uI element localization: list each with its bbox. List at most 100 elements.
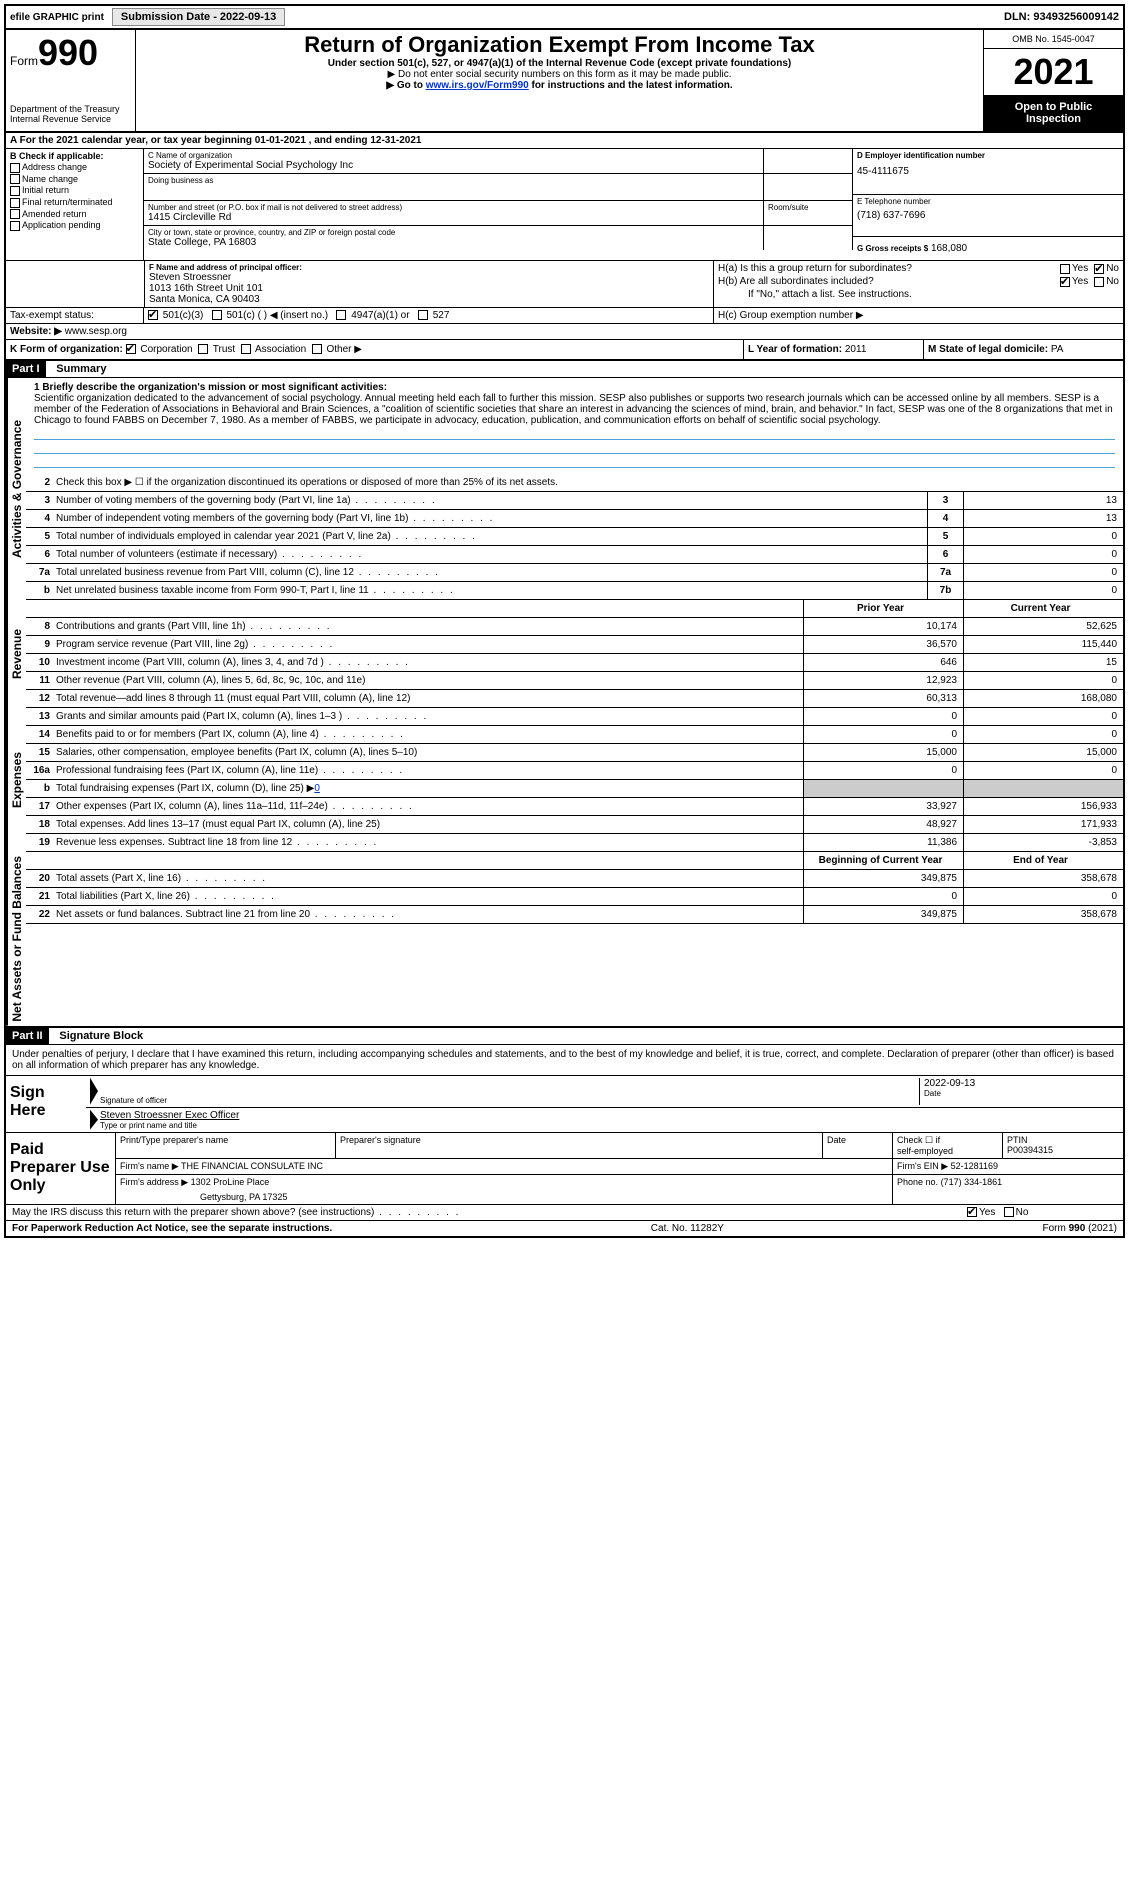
chk-4947[interactable] <box>336 310 346 320</box>
phone-value: (718) 637-7696 <box>857 210 1119 221</box>
line13-prior: 0 <box>803 708 963 725</box>
form-number: 990 <box>38 32 98 73</box>
ein-value: 45-4111675 <box>857 166 1119 177</box>
chk-527[interactable] <box>418 310 428 320</box>
column-c-center: C Name of organization Society of Experi… <box>144 149 853 260</box>
officer-name: Steven Stroessner <box>149 272 709 283</box>
chk-application-pending[interactable]: Application pending <box>10 220 139 231</box>
chk-501c3[interactable] <box>148 310 158 320</box>
hb-no-checkbox[interactable] <box>1094 277 1104 287</box>
paid-preparer-label: Paid Preparer Use Only <box>6 1133 116 1204</box>
line19-current: -3,853 <box>963 834 1123 851</box>
line16b-shade1 <box>803 780 963 797</box>
line16b-link[interactable]: 0 <box>314 783 320 794</box>
form-header: Form990 Department of the Treasury Inter… <box>6 30 1123 133</box>
submission-date-button[interactable]: Submission Date - 2022-09-13 <box>112 8 285 26</box>
line4-value: 13 <box>963 510 1123 527</box>
blueline <box>34 456 1115 468</box>
firm-phone: (717) 334-1861 <box>941 1177 1003 1187</box>
header-left: Form990 Department of the Treasury Inter… <box>6 30 136 131</box>
l-block: L Year of formation: 2011 <box>743 340 923 359</box>
chk-name-change[interactable]: Name change <box>10 174 139 185</box>
footer-left: For Paperwork Reduction Act Notice, see … <box>12 1223 332 1234</box>
c-street-block: Number and street (or P.O. box if mail i… <box>144 201 763 225</box>
chk-corporation[interactable] <box>126 344 136 354</box>
chk-initial-return[interactable]: Initial return <box>10 185 139 196</box>
line22-boy: 349,875 <box>803 906 963 923</box>
officer-addr1: 1013 16th Street Unit 101 <box>149 283 709 294</box>
line18-current: 171,933 <box>963 816 1123 833</box>
sidelabel-expenses: Expenses <box>6 708 26 852</box>
discuss-row: May the IRS discuss this return with the… <box>6 1205 1123 1221</box>
column-b: B Check if applicable: Address change Na… <box>6 149 144 260</box>
line7a-value: 0 <box>963 564 1123 581</box>
blueline <box>34 442 1115 454</box>
net-assets-section: Net Assets or Fund Balances Beginning of… <box>6 852 1123 1027</box>
subtitle-2: ▶ Do not enter social security numbers o… <box>140 69 979 80</box>
mission-text: Scientific organization dedicated to the… <box>34 393 1115 426</box>
line10-current: 15 <box>963 654 1123 671</box>
arrow-icon <box>90 1078 98 1105</box>
discuss-no-checkbox[interactable] <box>1004 1207 1014 1217</box>
open-inspection-badge: Open to Public Inspection <box>984 95 1123 131</box>
ha-yes-checkbox[interactable] <box>1060 264 1070 274</box>
hb-yes-checkbox[interactable] <box>1060 277 1070 287</box>
line16b-shade2 <box>963 780 1123 797</box>
line17-prior: 33,927 <box>803 798 963 815</box>
line-i: Tax-exempt status: 501(c)(3) 501(c) ( ) … <box>6 308 1123 324</box>
c-dba-block: Doing business as <box>144 174 763 200</box>
c-name-block: C Name of organization Society of Experi… <box>144 149 763 173</box>
chk-final-return[interactable]: Final return/terminated <box>10 197 139 208</box>
chk-trust[interactable] <box>198 344 208 354</box>
firm-addr2: Gettysburg, PA 17325 <box>120 1192 888 1202</box>
line11-current: 0 <box>963 672 1123 689</box>
line9-prior: 36,570 <box>803 636 963 653</box>
efile-label: efile GRAPHIC print <box>10 12 104 23</box>
line17-current: 156,933 <box>963 798 1123 815</box>
line18-prior: 48,927 <box>803 816 963 833</box>
line3-value: 13 <box>963 492 1123 509</box>
footer-form: Form 990 (2021) <box>1043 1223 1118 1234</box>
line22-eoy: 358,678 <box>963 906 1123 923</box>
ha-no-checkbox[interactable] <box>1094 264 1104 274</box>
g-block: G Gross receipts $ 168,080 <box>853 237 1123 260</box>
expenses-section: Expenses 13Grants and similar amounts pa… <box>6 708 1123 852</box>
sign-here-label: Sign Here <box>6 1076 86 1132</box>
chk-501c[interactable] <box>212 310 222 320</box>
irs-form990-link[interactable]: www.irs.gov/Form990 <box>426 80 529 91</box>
discuss-yes-checkbox[interactable] <box>967 1207 977 1217</box>
sidelabel-governance: Activities & Governance <box>6 378 26 600</box>
line14-prior: 0 <box>803 726 963 743</box>
b-label: B Check if applicable: <box>10 151 139 161</box>
city-value: State College, PA 16803 <box>148 237 759 248</box>
subtitle-3: ▶ Go to www.irs.gov/Form990 for instruct… <box>140 80 979 91</box>
arrow-icon <box>90 1110 98 1130</box>
blueline <box>34 428 1115 440</box>
line12-prior: 60,313 <box>803 690 963 707</box>
org-name: Society of Experimental Social Psycholog… <box>148 160 759 171</box>
sidelabel-net-assets: Net Assets or Fund Balances <box>6 852 26 1026</box>
line15-current: 15,000 <box>963 744 1123 761</box>
chk-other[interactable] <box>312 344 322 354</box>
line20-eoy: 358,678 <box>963 870 1123 887</box>
line-a: A For the 2021 calendar year, or tax yea… <box>6 133 1123 149</box>
line6-value: 0 <box>963 546 1123 563</box>
page-footer: For Paperwork Reduction Act Notice, see … <box>6 1221 1123 1236</box>
m-block: M State of legal domicile: PA <box>923 340 1123 359</box>
officer-addr2: Santa Monica, CA 90403 <box>149 294 709 305</box>
header-center: Return of Organization Exempt From Incom… <box>136 30 983 131</box>
section-b-g: B Check if applicable: Address change Na… <box>6 149 1123 261</box>
dln-label: DLN: 93493256009142 <box>1004 11 1119 23</box>
line7b-value: 0 <box>963 582 1123 599</box>
chk-association[interactable] <box>241 344 251 354</box>
sign-here-block: Sign Here Signature of officer 2022-09-1… <box>6 1076 1123 1133</box>
chk-address-change[interactable]: Address change <box>10 162 139 173</box>
chk-amended-return[interactable]: Amended return <box>10 209 139 220</box>
line5-value: 0 <box>963 528 1123 545</box>
subtitle-1: Under section 501(c), 527, or 4947(a)(1)… <box>140 58 979 69</box>
form-title: Return of Organization Exempt From Incom… <box>140 32 979 58</box>
line9-current: 115,440 <box>963 636 1123 653</box>
e-block: E Telephone number (718) 637-7696 <box>853 195 1123 237</box>
revenue-section: Revenue Prior YearCurrent Year 8Contribu… <box>6 600 1123 708</box>
part-1-header: Part I Summary <box>6 360 1123 378</box>
